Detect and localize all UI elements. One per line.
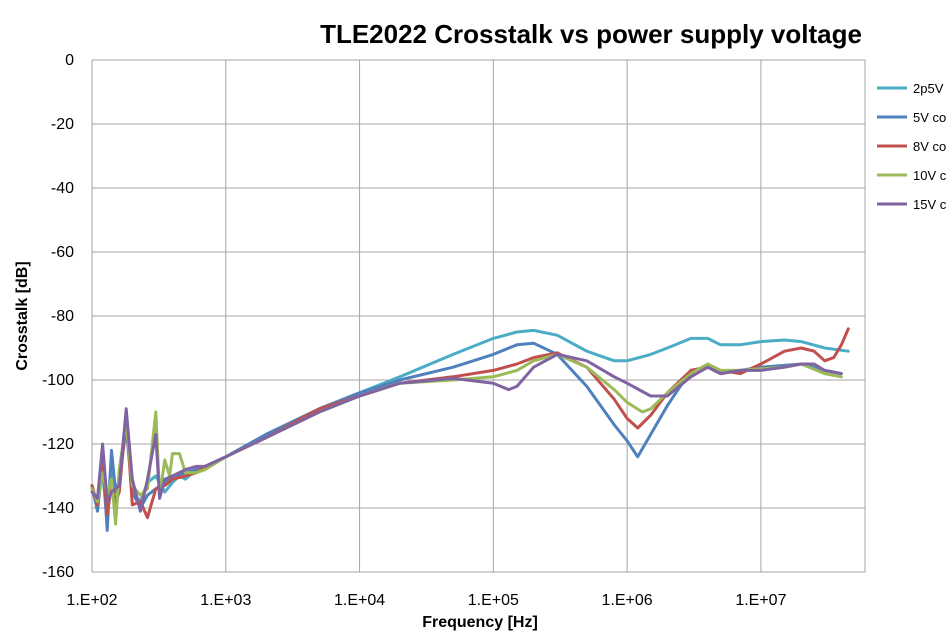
chart-title: TLE2022 Crosstalk vs power supply voltag…: [320, 19, 862, 49]
series-line-5: [90, 352, 843, 513]
legend: 2p5V 5V co 8V co 10V c 15V c: [877, 81, 947, 212]
y-tick-label: -40: [51, 180, 74, 197]
y-tick-label: -140: [42, 500, 74, 517]
y-tick-label: -60: [51, 244, 74, 261]
legend-label: 2p5V: [913, 81, 944, 96]
x-tick-label: 1.E+06: [602, 592, 653, 609]
y-tick-label: -20: [51, 116, 74, 133]
x-tick-label: 1.E+02: [66, 592, 117, 609]
x-axis-label: Frequency [Hz]: [422, 614, 538, 631]
legend-label: 5V co: [913, 110, 946, 125]
legend-label: 8V co: [913, 139, 946, 154]
y-tick-label: -120: [42, 436, 74, 453]
x-tick-label: 1.E+07: [735, 592, 786, 609]
x-tick-label: 1.E+03: [200, 592, 251, 609]
legend-label: 15V c: [913, 197, 947, 212]
y-tick-label: 0: [65, 52, 74, 69]
tick-labels: 0 -20 -40 -60 -80 -100 -120 -140 -160 1.E+02 1.E+0…: [42, 52, 787, 609]
x-tick-label: 1.E+04: [334, 592, 385, 609]
series-lines: [90, 327, 850, 532]
y-tick-label: -160: [42, 564, 74, 581]
y-tick-label: -80: [51, 308, 74, 325]
legend-label: 10V c: [913, 168, 947, 183]
plot-area-frame: [91, 59, 866, 573]
y-axis-label: Crosstalk [dB]: [14, 261, 31, 370]
x-tick-label: 1.E+05: [468, 592, 519, 609]
y-tick-label: -100: [42, 372, 74, 389]
